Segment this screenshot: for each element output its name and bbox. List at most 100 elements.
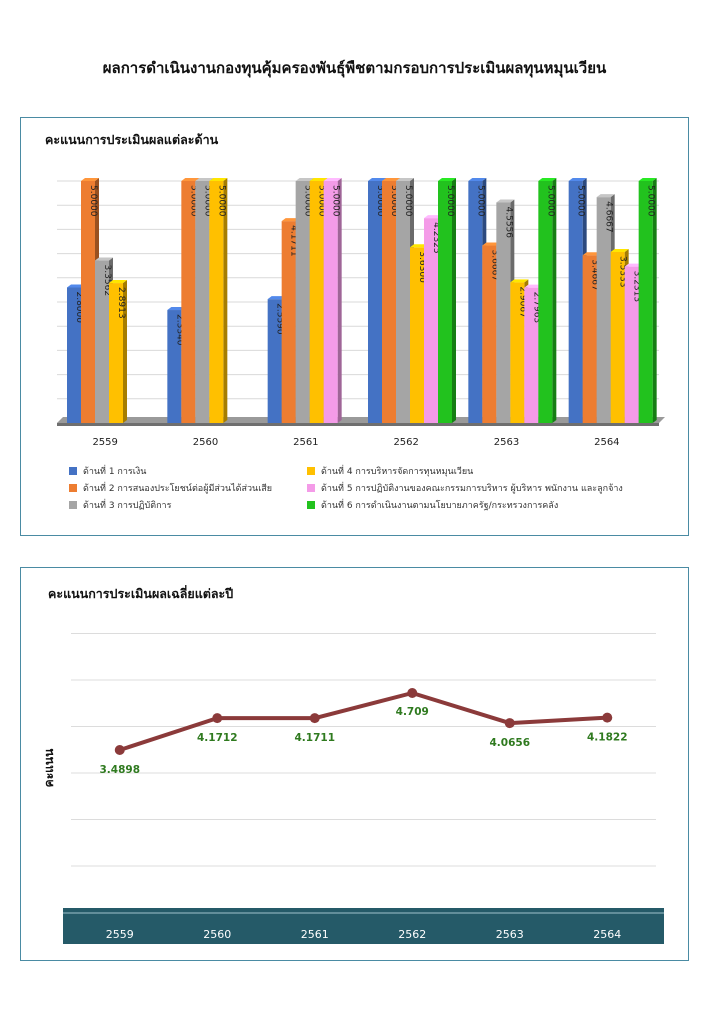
bar-front [281, 221, 296, 423]
bar-top [323, 178, 342, 181]
bar-front [568, 181, 583, 423]
x-tick-label: 2564 [593, 928, 621, 941]
legend-swatch [69, 484, 77, 492]
bar-top [596, 194, 615, 198]
bar-data-label: 5.0000 [545, 185, 555, 217]
bar-data-label: 5.0000 [303, 185, 313, 217]
x-tick-label: 2560 [203, 928, 231, 941]
bar-front [209, 181, 224, 423]
bar-data-label: 3.2313 [632, 271, 642, 303]
x-tick-label: 2562 [398, 928, 426, 941]
bar-data-label: 5.0000 [331, 185, 341, 217]
bar-front [582, 255, 597, 423]
bar-data-label: 5.0000 [317, 185, 327, 217]
bar-front [368, 181, 382, 423]
bar-front [109, 283, 123, 423]
bar-chart: 2.8000 5.0000 3.3562 2.8913 2559 2.3340 5.0000… [57, 178, 665, 448]
bar-data-label: 5.0000 [216, 185, 226, 217]
bar-top [438, 178, 456, 181]
bar-side [452, 178, 456, 423]
bar-top [167, 307, 186, 311]
bar-data-label: 3.6667 [489, 250, 499, 282]
legend-label: ด้านที่ 3 การปฏิบัติการ [83, 501, 172, 511]
bar-data-label: 3.3562 [102, 265, 112, 297]
bar-front [410, 247, 424, 423]
data-label: 4.709 [396, 706, 429, 718]
bar-front [195, 181, 210, 423]
bar-top [309, 178, 328, 181]
bar-top [482, 242, 501, 246]
bar-top [524, 284, 543, 288]
bar-front [496, 202, 511, 423]
bar-front [67, 287, 81, 423]
bar-front [95, 260, 109, 423]
bar-data-label: 5.0000 [475, 185, 485, 217]
bar-front [267, 299, 282, 423]
bar-data-label: 5.0000 [88, 185, 98, 217]
page-title: ผลการดำเนินงานกองทุนคุ้มครองพันธุ์พืชตาม… [102, 59, 607, 77]
bar-data-label: 5.0000 [646, 185, 656, 217]
bar-side [223, 178, 228, 423]
legend-label: ด้านที่ 4 การบริหารจัดการทุนหมุนเวียน [321, 467, 474, 477]
bar-front [181, 181, 196, 423]
bar-side [552, 178, 557, 423]
x-tick-label: 2561 [293, 437, 318, 448]
data-point [504, 718, 515, 729]
bar-front [538, 181, 553, 423]
line-chart: 3.4898 2559 4.1712 2560 4.1711 2561 4.709 2562 4… [42, 633, 664, 944]
x-tick-label: 2559 [92, 437, 117, 448]
legend-swatch [307, 501, 315, 509]
bar-front [167, 310, 182, 423]
bar-top [67, 284, 85, 288]
bar-top [568, 178, 587, 181]
bar-top [295, 178, 314, 181]
bar-front [610, 251, 625, 423]
bar-front [510, 282, 525, 423]
bar-data-label: 5.0000 [389, 185, 399, 217]
bar-top [267, 296, 286, 300]
legend-label: ด้านที่ 1 การเงิน [83, 467, 147, 477]
line-chart-title: คะแนนการประเมินผลเฉลี่ยแต่ละปี [48, 586, 234, 601]
bar-top [396, 178, 414, 181]
bar-front [309, 181, 324, 423]
legend-item: ด้านที่ 4 การบริหารจัดการทุนหมุนเวียน [307, 464, 473, 478]
bar-data-label: 2.5590 [275, 303, 285, 335]
data-point [309, 713, 320, 724]
x-tick-label: 2561 [301, 928, 329, 941]
bar-top [638, 178, 657, 181]
bar-data-label: 4.1711 [289, 225, 299, 257]
legend-item: ด้านที่ 3 การปฏิบัติการ [69, 498, 171, 512]
bar-top [81, 178, 99, 181]
bar-data-label: 3.4667 [590, 259, 600, 291]
bar-top [424, 215, 442, 219]
bar-front [438, 181, 452, 423]
bar-chart-title: คะแนนการประเมินผลแต่ละด้าน [45, 132, 219, 147]
bar-top [195, 178, 214, 181]
bar: 2.8913 [109, 280, 127, 423]
series-line [119, 691, 608, 752]
bar-side [652, 178, 657, 423]
bar-top [496, 199, 515, 203]
legend-swatch [307, 484, 315, 492]
bar-top [624, 263, 643, 267]
data-label: 3.4898 [99, 764, 140, 776]
bar-top [510, 279, 529, 283]
bar-front [468, 181, 483, 423]
bar-top [538, 178, 557, 181]
bar: 5.0000 [538, 178, 557, 423]
legend-item: ด้านที่ 1 การเงิน [69, 464, 146, 478]
chart-floor-edge [57, 423, 659, 426]
bar-data-label: 4.5556 [503, 207, 513, 239]
bar-front [638, 181, 653, 423]
bar-data-label: 5.0000 [202, 185, 212, 217]
bar-top [410, 244, 428, 248]
bar-top [610, 248, 629, 252]
x-tick-label: 2563 [496, 928, 524, 941]
bar-side [123, 280, 127, 423]
bar-data-label: 2.7963 [531, 292, 541, 324]
bar-front [396, 181, 410, 423]
bar-data-label: 3.5333 [618, 256, 628, 288]
legend-item: ด้านที่ 2 การสนองประโยชน์ต่อผู้มีส่วนได้… [69, 481, 272, 495]
bar-data-label: 5.0000 [445, 185, 455, 217]
bar-top [109, 280, 127, 284]
